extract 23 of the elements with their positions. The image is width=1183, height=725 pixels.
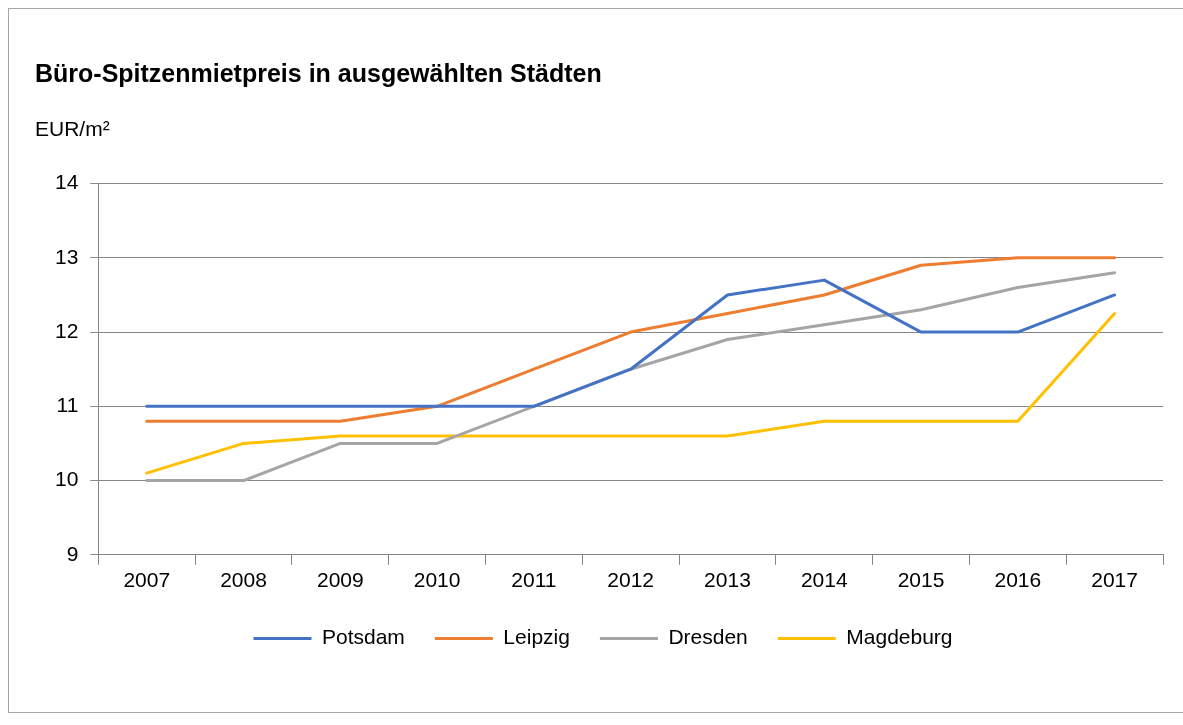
x-tick-label: 2009 xyxy=(316,568,364,592)
x-tick-label: 2014 xyxy=(800,568,848,592)
x-tick-label: 2008 xyxy=(220,568,267,592)
y-tick-label: 14 xyxy=(55,170,79,194)
legend-label: Magdeburg xyxy=(846,625,953,649)
legend-label: Potsdam xyxy=(321,625,405,649)
x-tick-label: 2012 xyxy=(607,568,655,592)
y-axis-title: EUR/m² xyxy=(35,117,110,141)
chart-title: Büro-Spitzenmietpreis in ausgewählten Städten xyxy=(35,59,602,88)
x-tick-label: 2016 xyxy=(994,568,1042,592)
x-tick-label: 2007 xyxy=(123,568,171,592)
y-tick-label: 13 xyxy=(55,244,79,268)
legend-label: Dresden xyxy=(668,625,748,649)
x-tick-label: 2017 xyxy=(1091,568,1138,592)
y-tick-label: 9 xyxy=(66,541,79,565)
legend-label: Leipzig xyxy=(503,625,570,649)
x-tick-label: 2015 xyxy=(897,568,945,592)
y-tick-label: 11 xyxy=(56,393,79,417)
x-tick-label: 2011 xyxy=(511,568,557,592)
y-tick-label: 10 xyxy=(55,467,79,491)
x-tick-label: 2010 xyxy=(413,568,461,592)
x-tick-label: 2013 xyxy=(704,568,751,592)
y-tick-label: 12 xyxy=(55,318,79,342)
